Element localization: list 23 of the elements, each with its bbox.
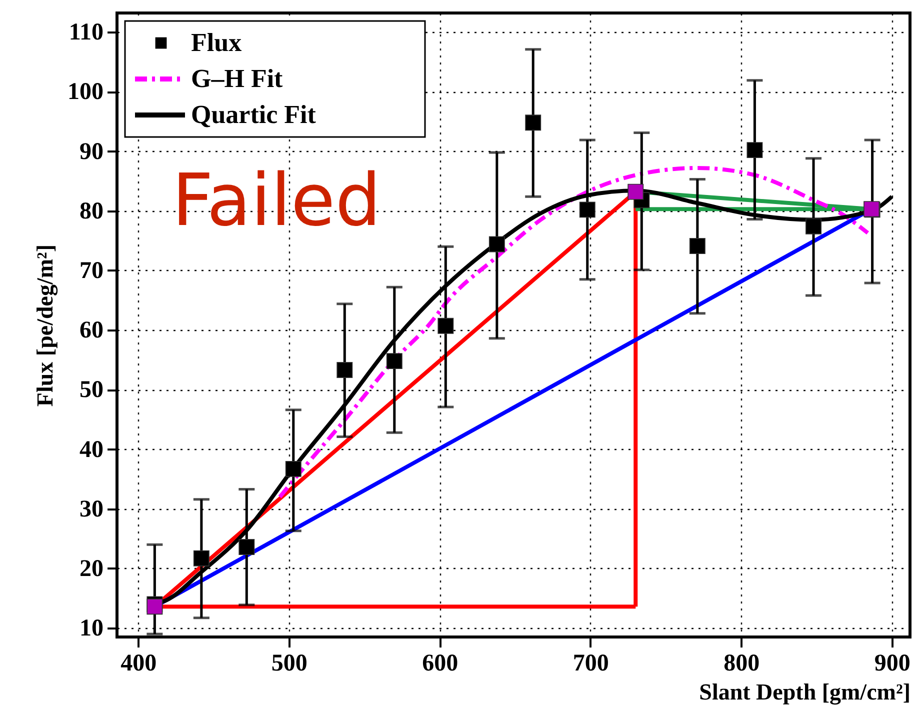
y-tick-label: 60 <box>80 318 104 344</box>
y-tick-label: 90 <box>80 138 104 165</box>
legend-label: Quartic Fit <box>191 100 316 129</box>
legend-label: G–H Fit <box>191 64 284 93</box>
y-tick-label: 70 <box>80 258 104 284</box>
y-axis-title: Flux [pe/deg/m²] <box>32 244 58 407</box>
x-tick-label: 700 <box>572 650 609 676</box>
y-tick-label: 20 <box>80 556 104 582</box>
y-tick-label: 110 <box>68 20 104 46</box>
annotation: Failed <box>172 158 381 242</box>
y-tick-label: 100 <box>68 79 104 106</box>
y-tick-label: 10 <box>80 616 104 642</box>
x-tick-label: 400 <box>120 650 157 676</box>
y-tick-label: 30 <box>80 496 104 522</box>
y-tick-label: 80 <box>80 198 104 224</box>
x-tick-label: 800 <box>724 650 760 676</box>
y-tick-label: 40 <box>80 436 104 463</box>
y-tick-label: 50 <box>80 377 104 404</box>
x-tick-label: 500 <box>271 650 308 676</box>
x-axis-title: Slant Depth [gm/cm²] <box>699 680 910 706</box>
x-tick-label: 600 <box>422 650 458 676</box>
x-tick-label: 900 <box>874 650 910 676</box>
legend-label: Flux <box>191 28 242 57</box>
